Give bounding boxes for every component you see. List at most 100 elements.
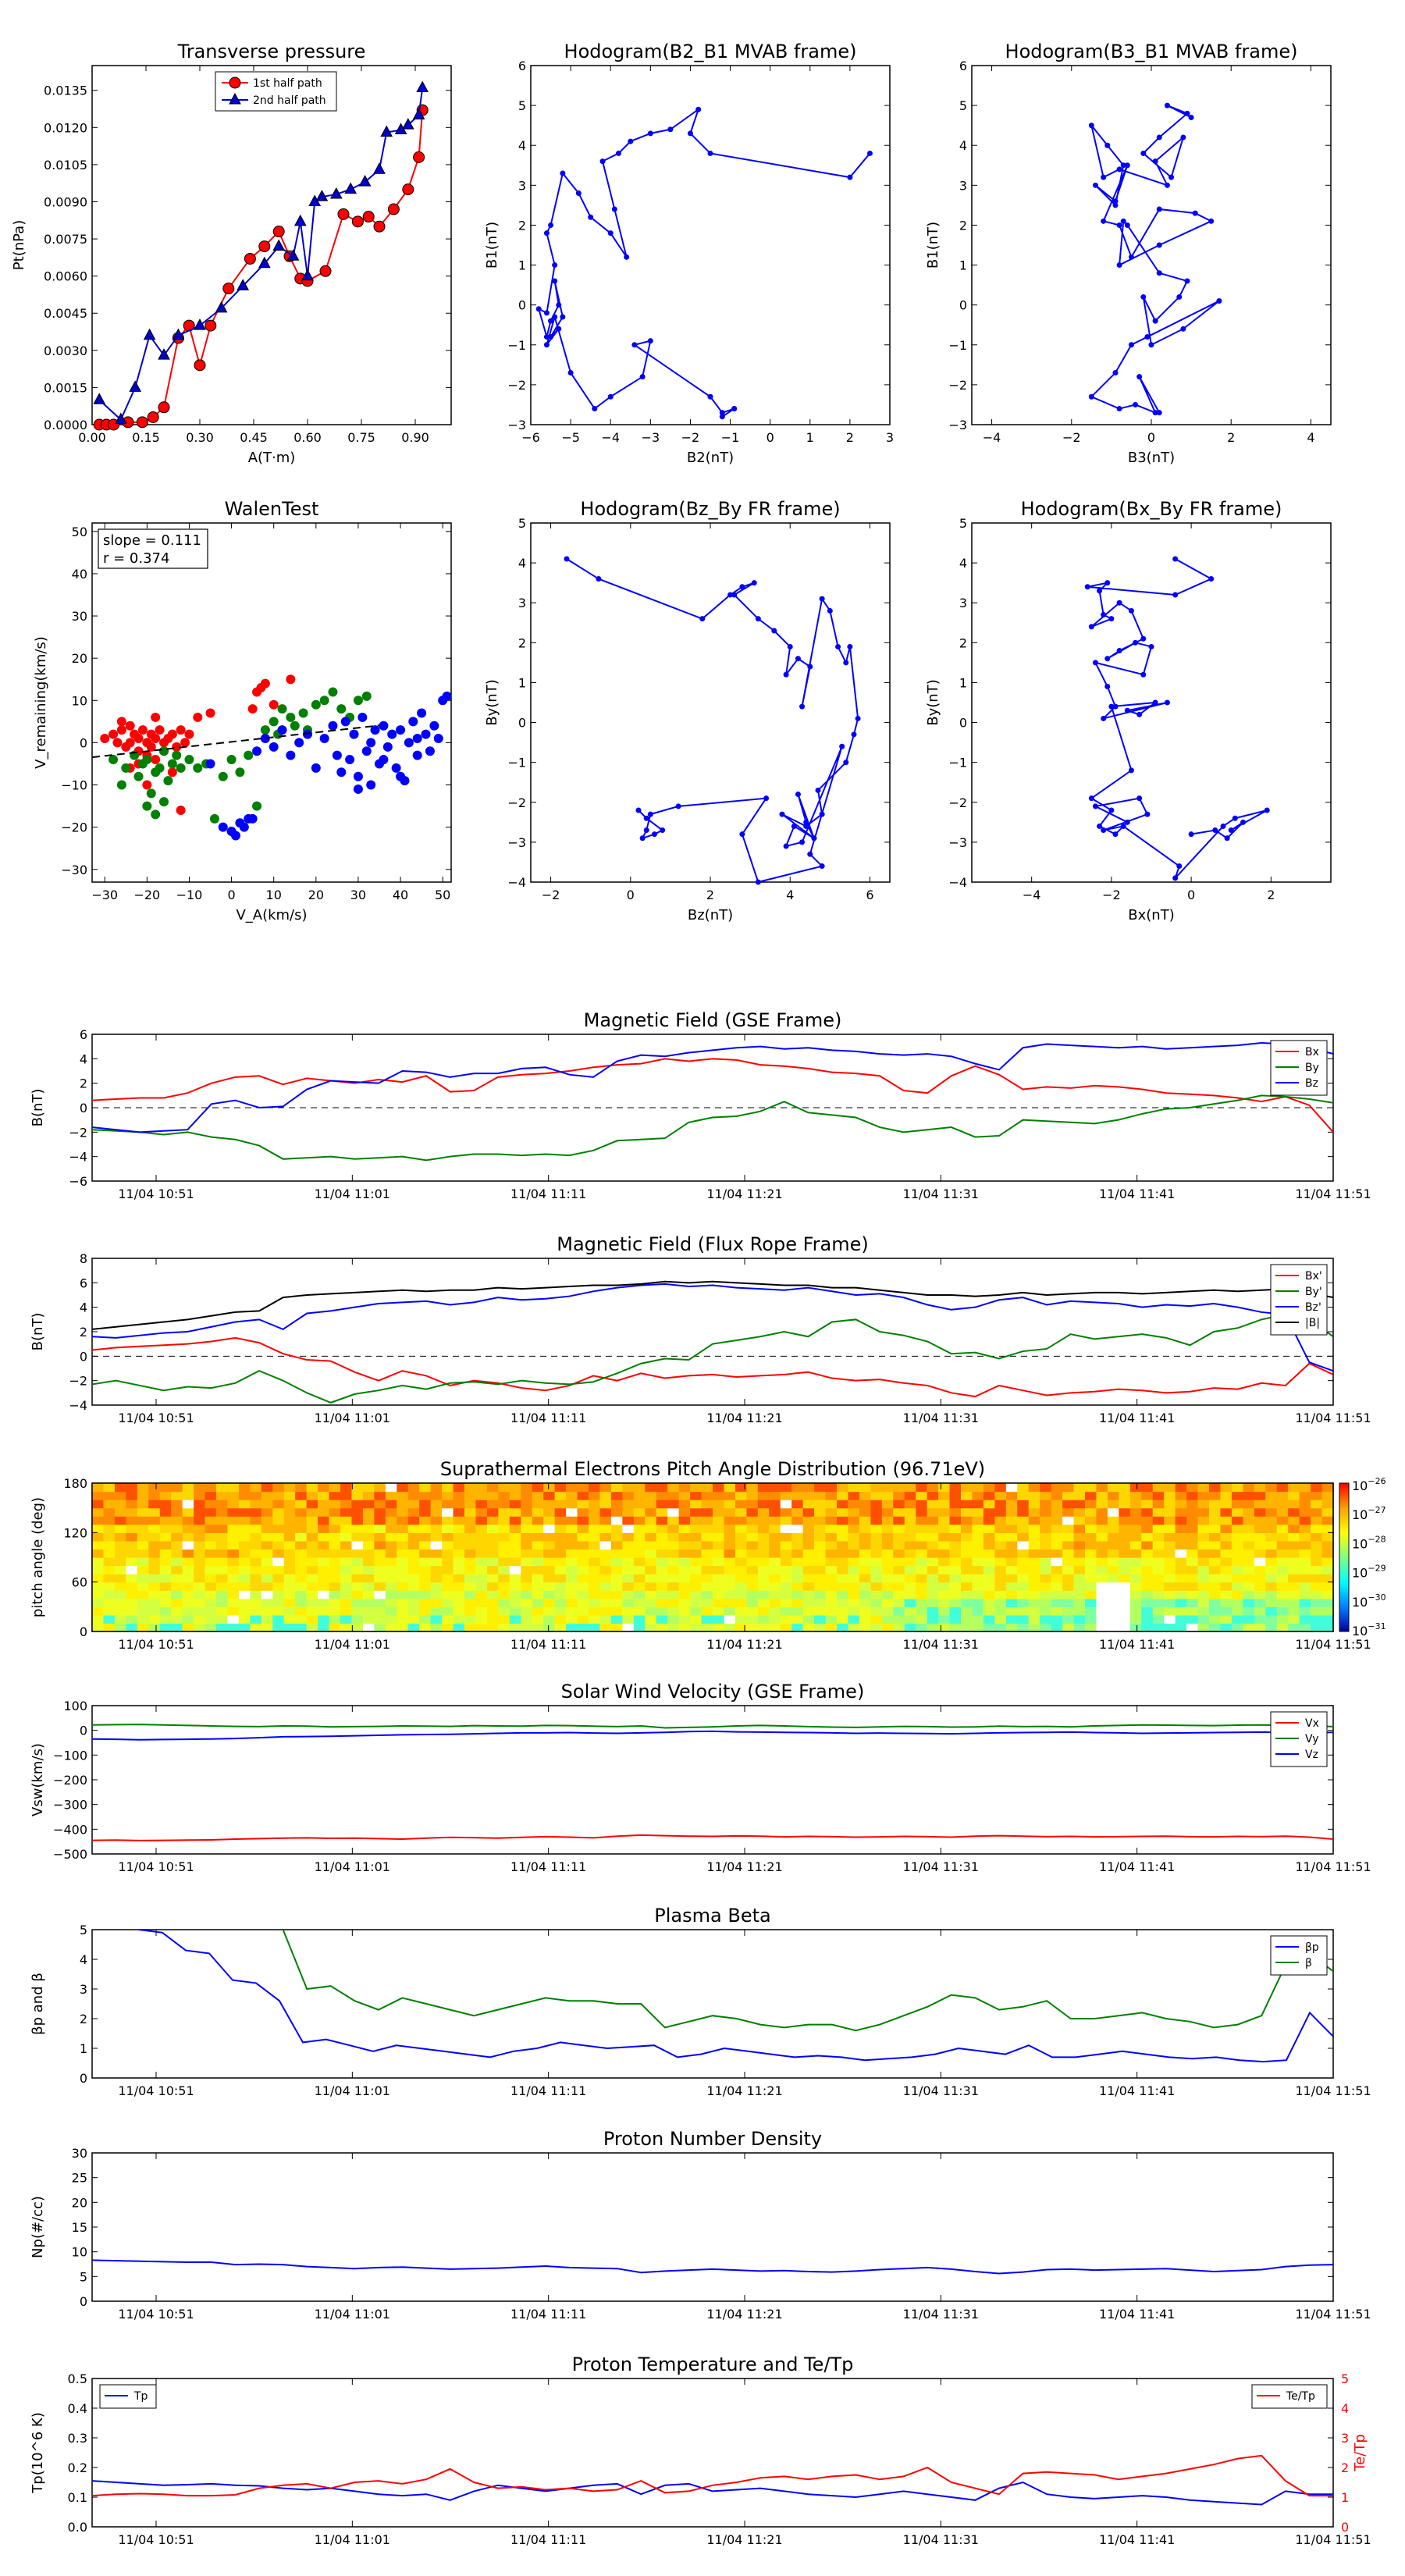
pad-cell xyxy=(216,1565,229,1574)
hbzby-ylabel: By(nT) xyxy=(484,679,500,725)
walen-point xyxy=(151,755,161,765)
pad-cell xyxy=(769,1606,781,1616)
pad-cell xyxy=(746,1574,759,1583)
pad-cell xyxy=(599,1524,612,1533)
hbzby-series-line xyxy=(566,558,859,884)
hb31-ytick-label: −3 xyxy=(948,418,967,432)
hb31-xtick-label: −2 xyxy=(1062,430,1081,445)
tp-xtick-label: 0.75 xyxy=(347,430,375,445)
pad-cell xyxy=(385,1507,397,1517)
pad-cell xyxy=(509,1606,521,1616)
pad-cell xyxy=(983,1532,995,1542)
pad-cell xyxy=(1254,1483,1266,1493)
walen-point xyxy=(269,699,279,710)
pad-cell xyxy=(837,1516,849,1525)
pad-cell xyxy=(329,1614,341,1624)
pad-cell xyxy=(1073,1500,1086,1509)
pad-cell xyxy=(622,1606,635,1616)
pad-cell xyxy=(1288,1574,1300,1583)
hb21-point xyxy=(624,254,630,260)
pad-cell xyxy=(486,1606,499,1616)
beta-legend: βpβ xyxy=(1270,1935,1328,1976)
pad-cell xyxy=(791,1582,804,1591)
pad-cell xyxy=(216,1540,229,1550)
hbxby-point xyxy=(1108,703,1115,710)
pad-cell xyxy=(814,1507,827,1517)
pad-cell xyxy=(385,1590,397,1599)
pad-cell xyxy=(746,1532,759,1542)
pad-cell xyxy=(114,1549,126,1558)
pad-cell xyxy=(769,1574,781,1583)
pad-cell xyxy=(159,1516,172,1525)
pad-cell xyxy=(442,1516,454,1525)
pad-cell xyxy=(283,1623,296,1632)
hbzby-point xyxy=(635,807,642,813)
pad-cell xyxy=(137,1606,149,1616)
pad-cell xyxy=(430,1507,443,1517)
pad-cell xyxy=(216,1507,229,1517)
pad-cell xyxy=(577,1532,589,1542)
pad-cell xyxy=(318,1606,330,1616)
pad-cell xyxy=(769,1516,781,1525)
beta-ytick-label: 1 xyxy=(80,2041,87,2056)
pad-cell xyxy=(1243,1540,1255,1550)
hbxby-point xyxy=(1220,823,1226,829)
pad-cell xyxy=(1186,1574,1199,1583)
pad-cell xyxy=(1017,1557,1030,1567)
pad-cell xyxy=(757,1582,770,1591)
mffr-ytick-label: 6 xyxy=(80,1276,87,1290)
pad-cell xyxy=(1311,1483,1323,1493)
pad-cell xyxy=(227,1507,240,1517)
pad-cell xyxy=(442,1500,454,1509)
hbzby-point xyxy=(811,835,817,841)
hbzby-title: Hodogram(Bz_By FR frame) xyxy=(580,498,840,520)
pad-cell xyxy=(610,1532,623,1542)
pad-cell xyxy=(713,1532,725,1542)
tp-point xyxy=(194,359,206,372)
pad-cell xyxy=(713,1590,725,1599)
pad-cell xyxy=(645,1574,657,1583)
pad-cell xyxy=(1129,1614,1142,1624)
pad-cell xyxy=(92,1507,105,1517)
pad-cell xyxy=(374,1483,386,1493)
pad-cell xyxy=(713,1598,725,1607)
pad-cell xyxy=(407,1598,420,1607)
hb31-ytick-label: 1 xyxy=(959,258,967,273)
pad-cell xyxy=(983,1491,995,1500)
pad-cell xyxy=(137,1598,149,1607)
pad-cell xyxy=(622,1532,635,1542)
pad-cell xyxy=(137,1540,149,1550)
pad-cell xyxy=(949,1491,962,1500)
hbzby-xtick-label: 4 xyxy=(786,888,794,902)
pad-cell xyxy=(656,1549,668,1558)
walen-point xyxy=(108,729,119,739)
mfgse-legend-label: Bx xyxy=(1305,1046,1319,1059)
pad-cell xyxy=(577,1491,589,1500)
pad-cell xyxy=(577,1574,589,1583)
pad-cell xyxy=(216,1491,229,1500)
walen-point xyxy=(252,801,262,811)
pad-cell xyxy=(713,1614,725,1624)
pad-cell xyxy=(735,1549,747,1558)
pad-cell xyxy=(656,1606,668,1616)
tp-legend-label: 1st half path xyxy=(253,77,322,90)
hb31-point xyxy=(1188,114,1194,120)
pad-cell xyxy=(825,1500,838,1509)
pad-cell xyxy=(1175,1590,1187,1599)
pad-cell xyxy=(205,1574,217,1583)
pad-cell xyxy=(318,1598,330,1607)
pad-cell xyxy=(746,1614,759,1624)
hb31-point xyxy=(1152,318,1158,324)
hbxby-point xyxy=(1172,592,1179,598)
pad-cell xyxy=(148,1549,161,1558)
pad-cell xyxy=(498,1549,510,1558)
pad-cell xyxy=(159,1507,172,1517)
pad-cell xyxy=(137,1565,149,1574)
pad-ytick-label: 180 xyxy=(63,1476,87,1491)
pad-cell xyxy=(599,1574,612,1583)
pad-cell xyxy=(1073,1524,1086,1533)
pad-cell xyxy=(194,1500,206,1509)
pad-cell xyxy=(599,1516,612,1525)
pad-cell xyxy=(713,1491,725,1500)
tp-point xyxy=(158,348,170,360)
